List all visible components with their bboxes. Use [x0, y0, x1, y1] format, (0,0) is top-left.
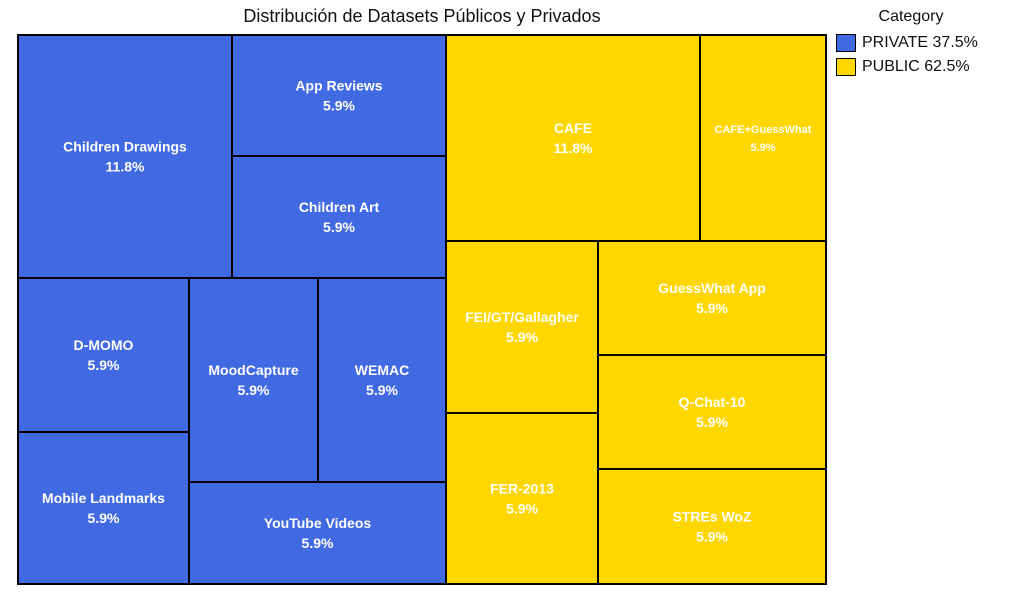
tile-rect	[17, 431, 190, 585]
tile-percent: 5.9%	[506, 500, 538, 516]
tile-rect	[17, 34, 233, 279]
legend-swatch-public	[836, 58, 856, 76]
tile-cafe[interactable]: CAFE 11.8%	[445, 34, 701, 242]
legend-item-private[interactable]: PRIVATE 37.5%	[836, 34, 1016, 52]
legend-label-public: PUBLIC 62.5%	[862, 58, 970, 75]
tile-d-momo[interactable]: D-MOMO 5.9%	[17, 277, 190, 433]
tile-wemac[interactable]: WEMAC 5.9%	[317, 277, 447, 483]
tile-percent: 5.9%	[88, 510, 120, 526]
tile-rect	[597, 354, 827, 470]
tile-label: YouTube Videos	[264, 515, 372, 531]
tile-label: FER-2013	[490, 480, 554, 496]
chart-title: Distribución de Datasets Públicos y Priv…	[243, 6, 601, 26]
tile-percent: 5.9%	[323, 97, 355, 113]
tile-label: WEMAC	[355, 362, 409, 378]
tile-label: GuessWhat App	[658, 280, 766, 296]
tile-label: Children Art	[299, 199, 380, 215]
tile-mobile-landmarks[interactable]: Mobile Landmarks 5.9%	[17, 431, 190, 585]
tile-rect	[445, 34, 701, 242]
tile-q-chat-10[interactable]: Q-Chat-10 5.9%	[597, 354, 827, 470]
tile-fer-2013[interactable]: FER-2013 5.9%	[445, 412, 599, 585]
tile-guesswhat-app[interactable]: GuessWhat App 5.9%	[597, 240, 827, 356]
tile-label: Mobile Landmarks	[42, 490, 165, 506]
tile-percent: 5.9%	[238, 382, 270, 398]
tile-youtube-videos[interactable]: YouTube Videos 5.9%	[188, 481, 447, 585]
tile-app-reviews[interactable]: App Reviews 5.9%	[231, 34, 447, 157]
tile-rect	[188, 481, 447, 585]
legend: Category PRIVATE 37.5% PUBLIC 62.5%	[836, 8, 1016, 82]
tile-label: CAFE+GuessWhat	[715, 124, 812, 136]
tile-rect	[445, 240, 599, 414]
tile-cafe-guesswhat[interactable]: CAFE+GuessWhat 5.9%	[699, 34, 827, 242]
tile-rect	[17, 277, 190, 433]
tile-percent: 5.9%	[302, 535, 334, 551]
tile-label: D-MOMO	[74, 337, 134, 353]
tile-rect	[231, 34, 447, 157]
tile-rect	[699, 34, 827, 242]
tile-label: STREs WoZ	[672, 508, 752, 524]
tile-percent: 11.8%	[554, 140, 593, 156]
tile-percent: 5.9%	[696, 300, 728, 316]
tile-rect	[445, 412, 599, 585]
tile-children-art[interactable]: Children Art 5.9%	[231, 155, 447, 279]
legend-item-public[interactable]: PUBLIC 62.5%	[836, 58, 1016, 76]
tile-moodcapture[interactable]: MoodCapture 5.9%	[188, 277, 319, 483]
tile-rect	[317, 277, 447, 483]
legend-swatch-private	[836, 34, 856, 52]
tile-label: App Reviews	[295, 77, 382, 93]
tile-percent: 5.9%	[366, 382, 398, 398]
tile-percent: 5.9%	[750, 142, 775, 154]
tile-rect	[188, 277, 319, 483]
legend-label-private: PRIVATE 37.5%	[862, 34, 978, 51]
tile-percent: 5.9%	[696, 528, 728, 544]
tile-children-drawings[interactable]: Children Drawings 11.8%	[17, 34, 233, 279]
tile-percent: 5.9%	[88, 357, 120, 373]
tile-rect	[597, 468, 827, 585]
tile-stres-woz[interactable]: STREs WoZ 5.9%	[597, 468, 827, 585]
tile-percent: 11.8%	[106, 158, 145, 174]
tile-percent: 5.9%	[506, 329, 538, 345]
tile-label: CAFE	[554, 120, 592, 136]
tile-percent: 5.9%	[696, 414, 728, 430]
legend-title: Category	[878, 8, 944, 25]
tile-rect	[231, 155, 447, 279]
tile-label: Children Drawings	[63, 138, 187, 154]
tile-percent: 5.9%	[323, 219, 355, 235]
tile-label: MoodCapture	[208, 362, 298, 378]
tile-rect	[597, 240, 827, 356]
tile-fei-gt-gallagher[interactable]: FEI/GT/Gallagher 5.9%	[445, 240, 599, 414]
tile-label: Q-Chat-10	[679, 394, 746, 410]
tile-label: FEI/GT/Gallagher	[465, 309, 579, 325]
